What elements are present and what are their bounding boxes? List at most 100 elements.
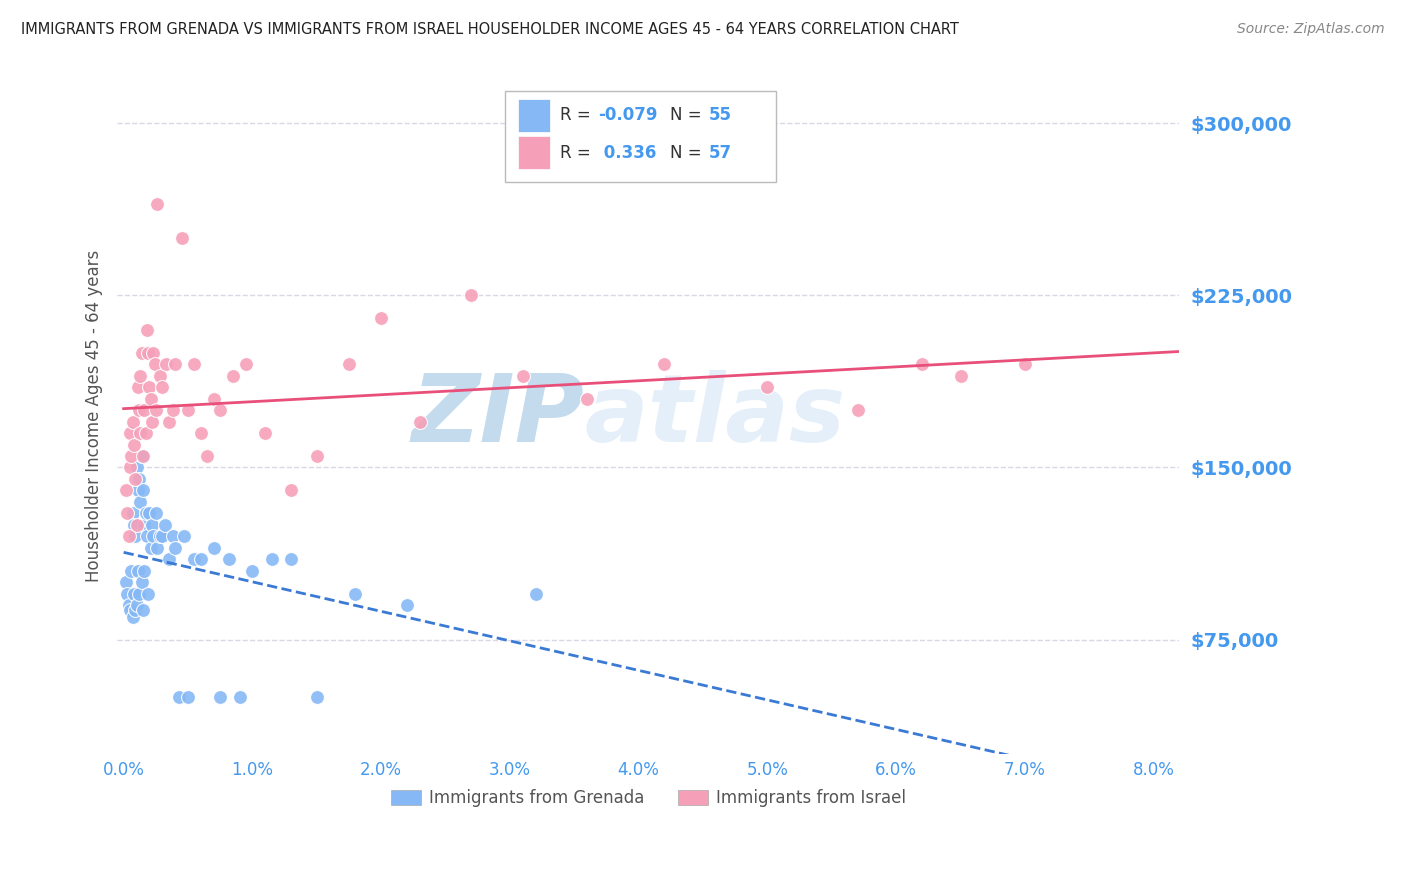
- Point: [228, 690, 250, 704]
- Point: [190, 425, 212, 440]
- Point: [122, 437, 145, 451]
- Point: [120, 564, 142, 578]
- Text: 0.336: 0.336: [599, 144, 657, 161]
- Legend: Immigrants from Grenada, Immigrants from Israel: Immigrants from Grenada, Immigrants from…: [384, 782, 912, 814]
- Point: [911, 357, 934, 371]
- Point: [155, 357, 177, 371]
- Point: [120, 602, 142, 616]
- Point: [136, 345, 159, 359]
- Point: [409, 415, 432, 429]
- Point: [260, 552, 283, 566]
- Point: [165, 357, 187, 371]
- Point: [1014, 357, 1036, 371]
- Point: [173, 529, 195, 543]
- Text: 57: 57: [709, 144, 733, 161]
- Point: [139, 541, 162, 555]
- Text: atlas: atlas: [585, 370, 846, 462]
- Text: IMMIGRANTS FROM GRENADA VS IMMIGRANTS FROM ISRAEL HOUSEHOLDER INCOME AGES 45 - 6: IMMIGRANTS FROM GRENADA VS IMMIGRANTS FR…: [21, 22, 959, 37]
- Point: [222, 368, 245, 383]
- Point: [145, 403, 167, 417]
- Point: [136, 586, 159, 600]
- Text: Source: ZipAtlas.com: Source: ZipAtlas.com: [1237, 22, 1385, 37]
- Point: [128, 472, 150, 486]
- Point: [134, 403, 156, 417]
- Point: [121, 415, 143, 429]
- Point: [131, 449, 153, 463]
- Point: [157, 552, 180, 566]
- Point: [134, 564, 156, 578]
- Point: [654, 357, 676, 371]
- Point: [202, 541, 225, 555]
- Point: [124, 472, 146, 486]
- Point: [127, 564, 149, 578]
- Point: [138, 506, 160, 520]
- Point: [209, 690, 232, 704]
- Point: [135, 529, 157, 543]
- Point: [120, 425, 142, 440]
- Point: [115, 483, 138, 498]
- Point: [118, 598, 141, 612]
- Point: [162, 529, 184, 543]
- Point: [141, 415, 163, 429]
- Point: [209, 403, 232, 417]
- Point: [162, 403, 184, 417]
- Point: [460, 288, 482, 302]
- Point: [129, 425, 152, 440]
- Point: [138, 380, 160, 394]
- Point: [143, 357, 166, 371]
- Point: [183, 552, 205, 566]
- Point: [134, 506, 156, 520]
- Point: [576, 392, 599, 406]
- Point: [149, 529, 172, 543]
- FancyBboxPatch shape: [505, 91, 776, 182]
- Point: [121, 506, 143, 520]
- Point: [124, 602, 146, 616]
- Point: [121, 609, 143, 624]
- Point: [177, 690, 200, 704]
- Point: [146, 196, 169, 211]
- Point: [120, 449, 142, 463]
- Point: [132, 602, 155, 616]
- Text: N =: N =: [669, 144, 706, 161]
- Point: [117, 586, 139, 600]
- Point: [190, 552, 212, 566]
- Text: R =: R =: [560, 106, 596, 124]
- Point: [142, 529, 165, 543]
- Point: [132, 483, 155, 498]
- Point: [129, 495, 152, 509]
- Point: [115, 575, 138, 590]
- Point: [242, 564, 264, 578]
- Bar: [517, 136, 550, 169]
- Point: [120, 460, 142, 475]
- Point: [254, 425, 277, 440]
- Text: -0.079: -0.079: [599, 106, 658, 124]
- Point: [949, 368, 972, 383]
- Bar: [517, 99, 550, 132]
- Point: [337, 357, 360, 371]
- Point: [149, 368, 172, 383]
- Point: [127, 380, 149, 394]
- Text: ZIP: ZIP: [412, 370, 585, 462]
- Point: [167, 690, 190, 704]
- Point: [125, 517, 148, 532]
- Point: [150, 380, 173, 394]
- Text: N =: N =: [669, 106, 706, 124]
- Point: [370, 311, 392, 326]
- Point: [165, 541, 187, 555]
- Point: [235, 357, 257, 371]
- Text: 55: 55: [709, 106, 733, 124]
- Point: [127, 483, 149, 498]
- Point: [280, 483, 302, 498]
- Point: [139, 392, 162, 406]
- Point: [170, 231, 193, 245]
- Point: [142, 345, 165, 359]
- Point: [128, 403, 150, 417]
- Point: [128, 586, 150, 600]
- Point: [131, 345, 153, 359]
- Point: [146, 541, 169, 555]
- Point: [202, 392, 225, 406]
- Y-axis label: Householder Income Ages 45 - 64 years: Householder Income Ages 45 - 64 years: [86, 250, 103, 582]
- Point: [118, 529, 141, 543]
- Point: [145, 506, 167, 520]
- Point: [512, 368, 534, 383]
